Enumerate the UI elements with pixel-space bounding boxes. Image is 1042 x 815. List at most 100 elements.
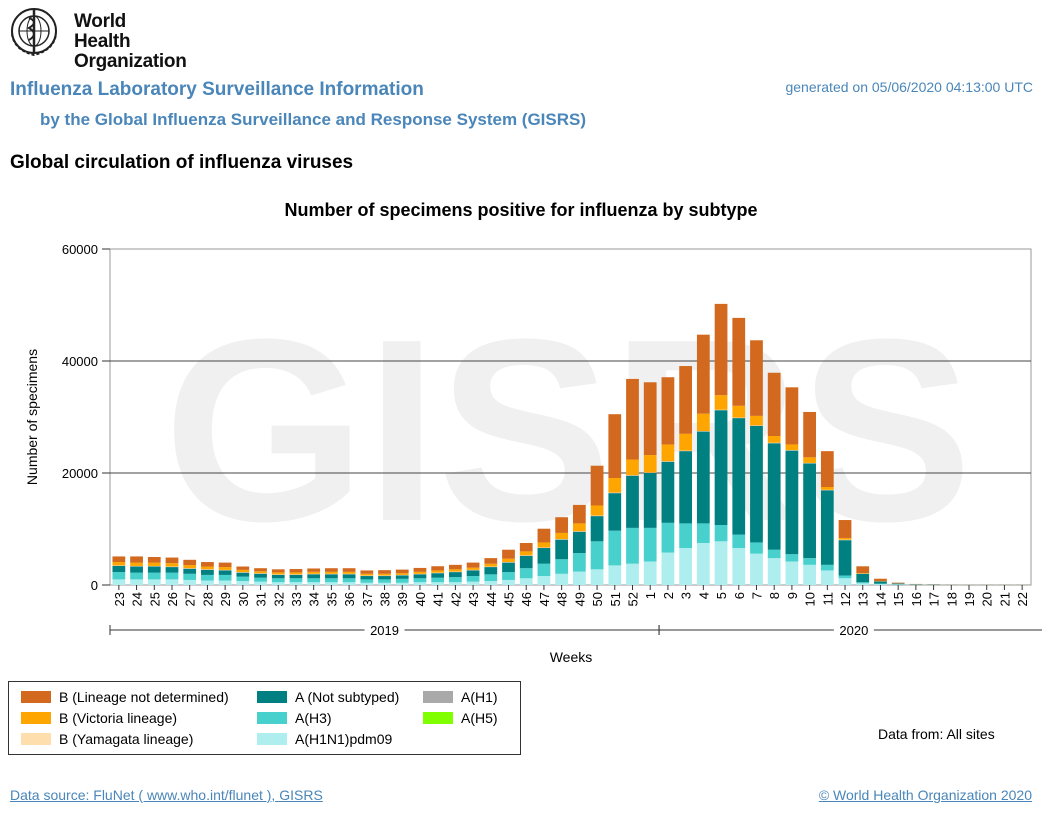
bar-segment	[555, 573, 569, 585]
bar-segment	[165, 567, 179, 573]
bar-segment	[378, 579, 391, 583]
bar-segment	[413, 567, 427, 572]
bar-segment	[519, 555, 533, 569]
bar-segment	[856, 582, 870, 584]
legend-item: A(H1N1)pdm09	[257, 730, 392, 748]
x-tick-label: 42	[448, 592, 463, 606]
bar-segment	[519, 543, 533, 552]
bar-segment	[626, 475, 639, 528]
bar-segment	[519, 551, 533, 556]
bar-segment	[696, 543, 710, 585]
bar-segment	[572, 504, 586, 524]
bar-segment	[590, 505, 604, 516]
bar-segment	[820, 487, 834, 490]
bar-segment	[218, 567, 232, 570]
bar-segment	[431, 566, 445, 571]
x-tick-label: 37	[360, 592, 375, 606]
bar-segment	[679, 366, 693, 434]
bar-segment	[820, 451, 834, 487]
x-tick-label: 11	[820, 592, 835, 606]
x-tick-label: 33	[289, 592, 304, 606]
legend-label: A(H1N1)pdm09	[295, 731, 393, 747]
generated-timestamp: generated on 05/06/2020 04:13:00 UTC	[785, 79, 1033, 95]
bar-segment	[147, 566, 161, 573]
x-tick-label: 13	[856, 592, 871, 606]
x-tick-label: 18	[944, 592, 959, 606]
bar-segment	[254, 568, 267, 572]
bar-segment	[112, 579, 126, 585]
bar-segment	[891, 583, 905, 585]
bar-segment	[183, 579, 197, 585]
x-tick-label: 9	[785, 592, 800, 599]
x-tick-label: 14	[873, 592, 888, 606]
bar-segment	[537, 563, 551, 577]
bar-segment	[732, 418, 746, 535]
bar-segment	[679, 548, 693, 585]
bar-segment	[271, 582, 285, 585]
x-tick-label: 15	[891, 592, 906, 606]
bar-segment	[147, 579, 161, 585]
bar-segment	[448, 569, 462, 572]
legend-item: A(H1)	[423, 688, 498, 706]
x-tick-label: 51	[608, 592, 623, 606]
bar-segment	[413, 571, 427, 574]
legend-item: A (Not subtyped)	[257, 688, 399, 706]
bar-segment	[803, 411, 816, 458]
bar-segment	[130, 562, 143, 566]
bar-segment	[466, 562, 480, 568]
bar-segment	[785, 387, 799, 445]
bar-segment	[785, 450, 799, 555]
bar-segment	[218, 570, 232, 575]
bar-segment	[750, 425, 763, 543]
copyright-link[interactable]: © World Health Organization 2020	[818, 787, 1032, 803]
bar-segment	[183, 573, 197, 580]
x-tick-label: 3	[679, 592, 694, 599]
bar-segment	[378, 573, 391, 576]
bar-segment	[820, 570, 834, 585]
x-tick-label: 46	[519, 592, 534, 606]
bar-segment	[484, 567, 498, 575]
bar-segment	[236, 566, 250, 570]
bar-segment	[661, 552, 675, 585]
legend-item: A(H3)	[257, 709, 332, 727]
bar-segment	[307, 578, 321, 583]
bar-segment	[732, 317, 746, 406]
bar-segment	[325, 582, 338, 585]
bar-segment	[537, 542, 551, 548]
bar-segment	[803, 463, 816, 559]
bar-segment	[289, 574, 303, 579]
bar-segment	[608, 478, 622, 493]
x-tick-label: 31	[254, 592, 269, 606]
x-tick-label: 27	[183, 592, 198, 606]
x-axis-label: Weeks	[550, 649, 593, 665]
x-tick-label: 24	[130, 592, 145, 606]
bar-segment	[519, 578, 533, 585]
bar-segment	[891, 582, 905, 584]
bar-segment	[254, 577, 267, 582]
bar-segment	[201, 569, 214, 575]
data-source-link[interactable]: Data source: FluNet ( www.who.int/flunet…	[10, 787, 323, 803]
bar-segment	[448, 564, 462, 570]
bar-segment	[165, 563, 179, 567]
bar-segment	[502, 549, 515, 559]
bar-segment	[325, 568, 338, 572]
bar-segment	[147, 557, 161, 563]
bar-segment	[767, 558, 781, 585]
x-tick-label: 17	[927, 592, 942, 606]
bar-segment	[360, 576, 374, 580]
bar-segment	[714, 303, 728, 396]
x-tick-label: 52	[625, 592, 640, 606]
bar-segment	[608, 530, 622, 566]
x-tick-label: 41	[431, 592, 446, 606]
who-emblem-icon	[11, 8, 57, 57]
x-tick-label: 10	[803, 592, 818, 606]
bar-segment	[360, 570, 374, 574]
bar-segment	[448, 582, 462, 585]
y-tick-label: 0	[91, 578, 98, 593]
year-label: 2019	[370, 623, 399, 638]
bar-segment	[732, 534, 746, 549]
bar-segment	[608, 565, 622, 585]
bar-segment	[431, 582, 445, 585]
bar-segment	[502, 572, 515, 580]
bar-segment	[590, 465, 604, 506]
